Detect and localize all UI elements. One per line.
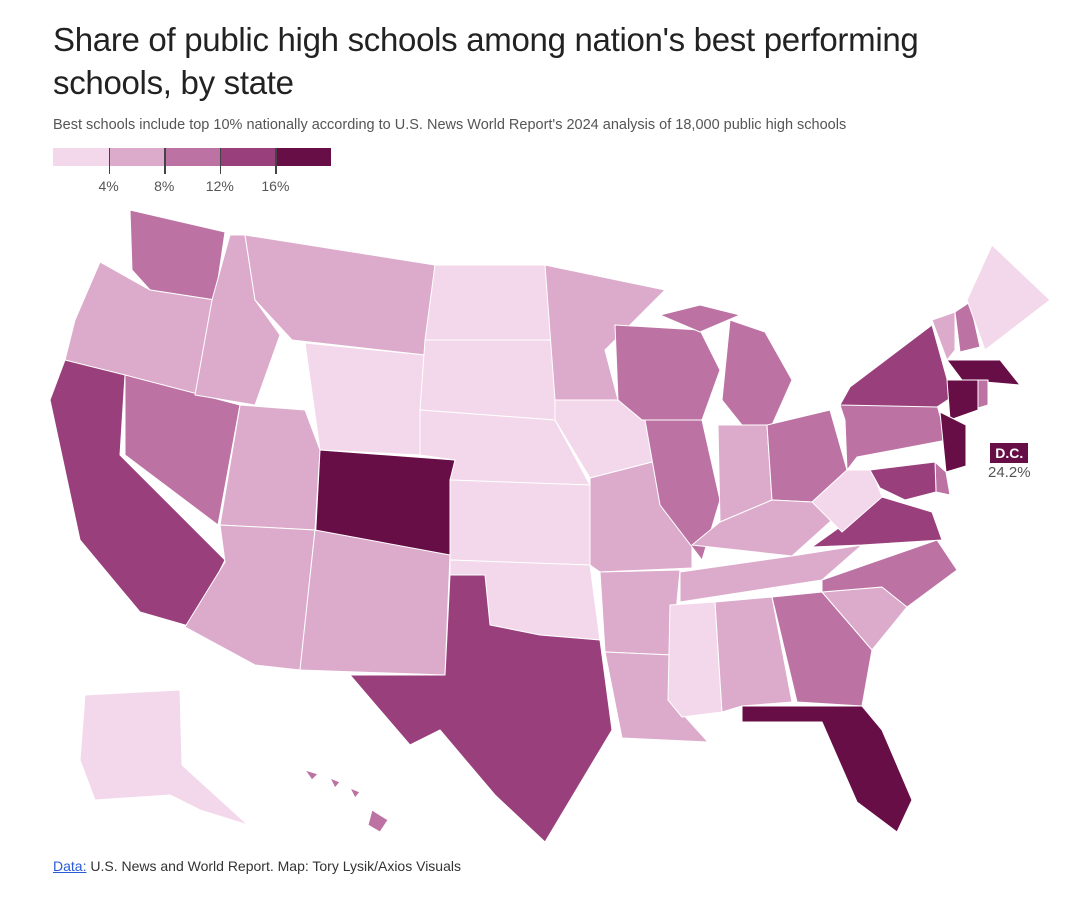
state-ga bbox=[771, 591, 873, 707]
legend-label: 12% bbox=[205, 178, 234, 194]
state-pa bbox=[839, 404, 948, 471]
source-text: U.S. News and World Report. Map: Tory Ly… bbox=[86, 858, 461, 874]
state-ms bbox=[667, 601, 723, 718]
legend-swatch bbox=[108, 148, 165, 166]
state-ct bbox=[946, 379, 979, 421]
legend-swatch bbox=[53, 148, 109, 166]
state-md bbox=[869, 461, 937, 501]
legend-swatch bbox=[219, 148, 276, 166]
state-mn bbox=[544, 264, 666, 401]
state-al bbox=[714, 596, 793, 713]
state-nd bbox=[424, 264, 556, 341]
legend-tick bbox=[164, 148, 166, 174]
color-legend: 4% 8% 12% 16% bbox=[53, 148, 331, 194]
state-tx bbox=[349, 574, 613, 843]
state-nj bbox=[939, 411, 967, 473]
legend-tick bbox=[275, 148, 277, 174]
state-hi bbox=[304, 769, 389, 833]
chart-subtitle: Best schools include top 10% nationally … bbox=[53, 117, 847, 133]
source-note: Data: U.S. News and World Report. Map: T… bbox=[53, 858, 461, 874]
state-la bbox=[604, 651, 709, 743]
legend-label: 4% bbox=[98, 178, 119, 194]
state-wy bbox=[304, 342, 426, 456]
state-me bbox=[966, 244, 1051, 351]
data-source-link[interactable]: Data: bbox=[53, 858, 87, 874]
legend-tick bbox=[108, 148, 111, 174]
state-ma bbox=[946, 359, 1021, 386]
state-vt bbox=[931, 311, 956, 361]
dc-label: D.C. bbox=[990, 443, 1029, 463]
state-nm bbox=[299, 529, 451, 676]
state-wi bbox=[614, 324, 721, 421]
dc-callout: D.C. 24.2% bbox=[988, 443, 1031, 481]
state-tn bbox=[679, 544, 863, 603]
legend-swatch bbox=[164, 148, 220, 166]
state-ny bbox=[839, 324, 953, 408]
state-ak bbox=[79, 689, 249, 826]
dc-value: 24.2% bbox=[988, 464, 1031, 481]
state-sd bbox=[419, 339, 556, 421]
legend-tick bbox=[219, 148, 222, 174]
state-ks bbox=[449, 479, 591, 566]
state-fl bbox=[741, 705, 913, 833]
state-nh bbox=[954, 301, 981, 353]
legend-label: 8% bbox=[154, 178, 175, 194]
state-ar bbox=[599, 569, 681, 656]
legend-swatch bbox=[275, 148, 331, 166]
state-ri bbox=[977, 379, 989, 409]
legend-label: 16% bbox=[261, 178, 290, 194]
chart-title: Share of public high schools among natio… bbox=[53, 21, 919, 101]
state-mt bbox=[244, 234, 436, 356]
